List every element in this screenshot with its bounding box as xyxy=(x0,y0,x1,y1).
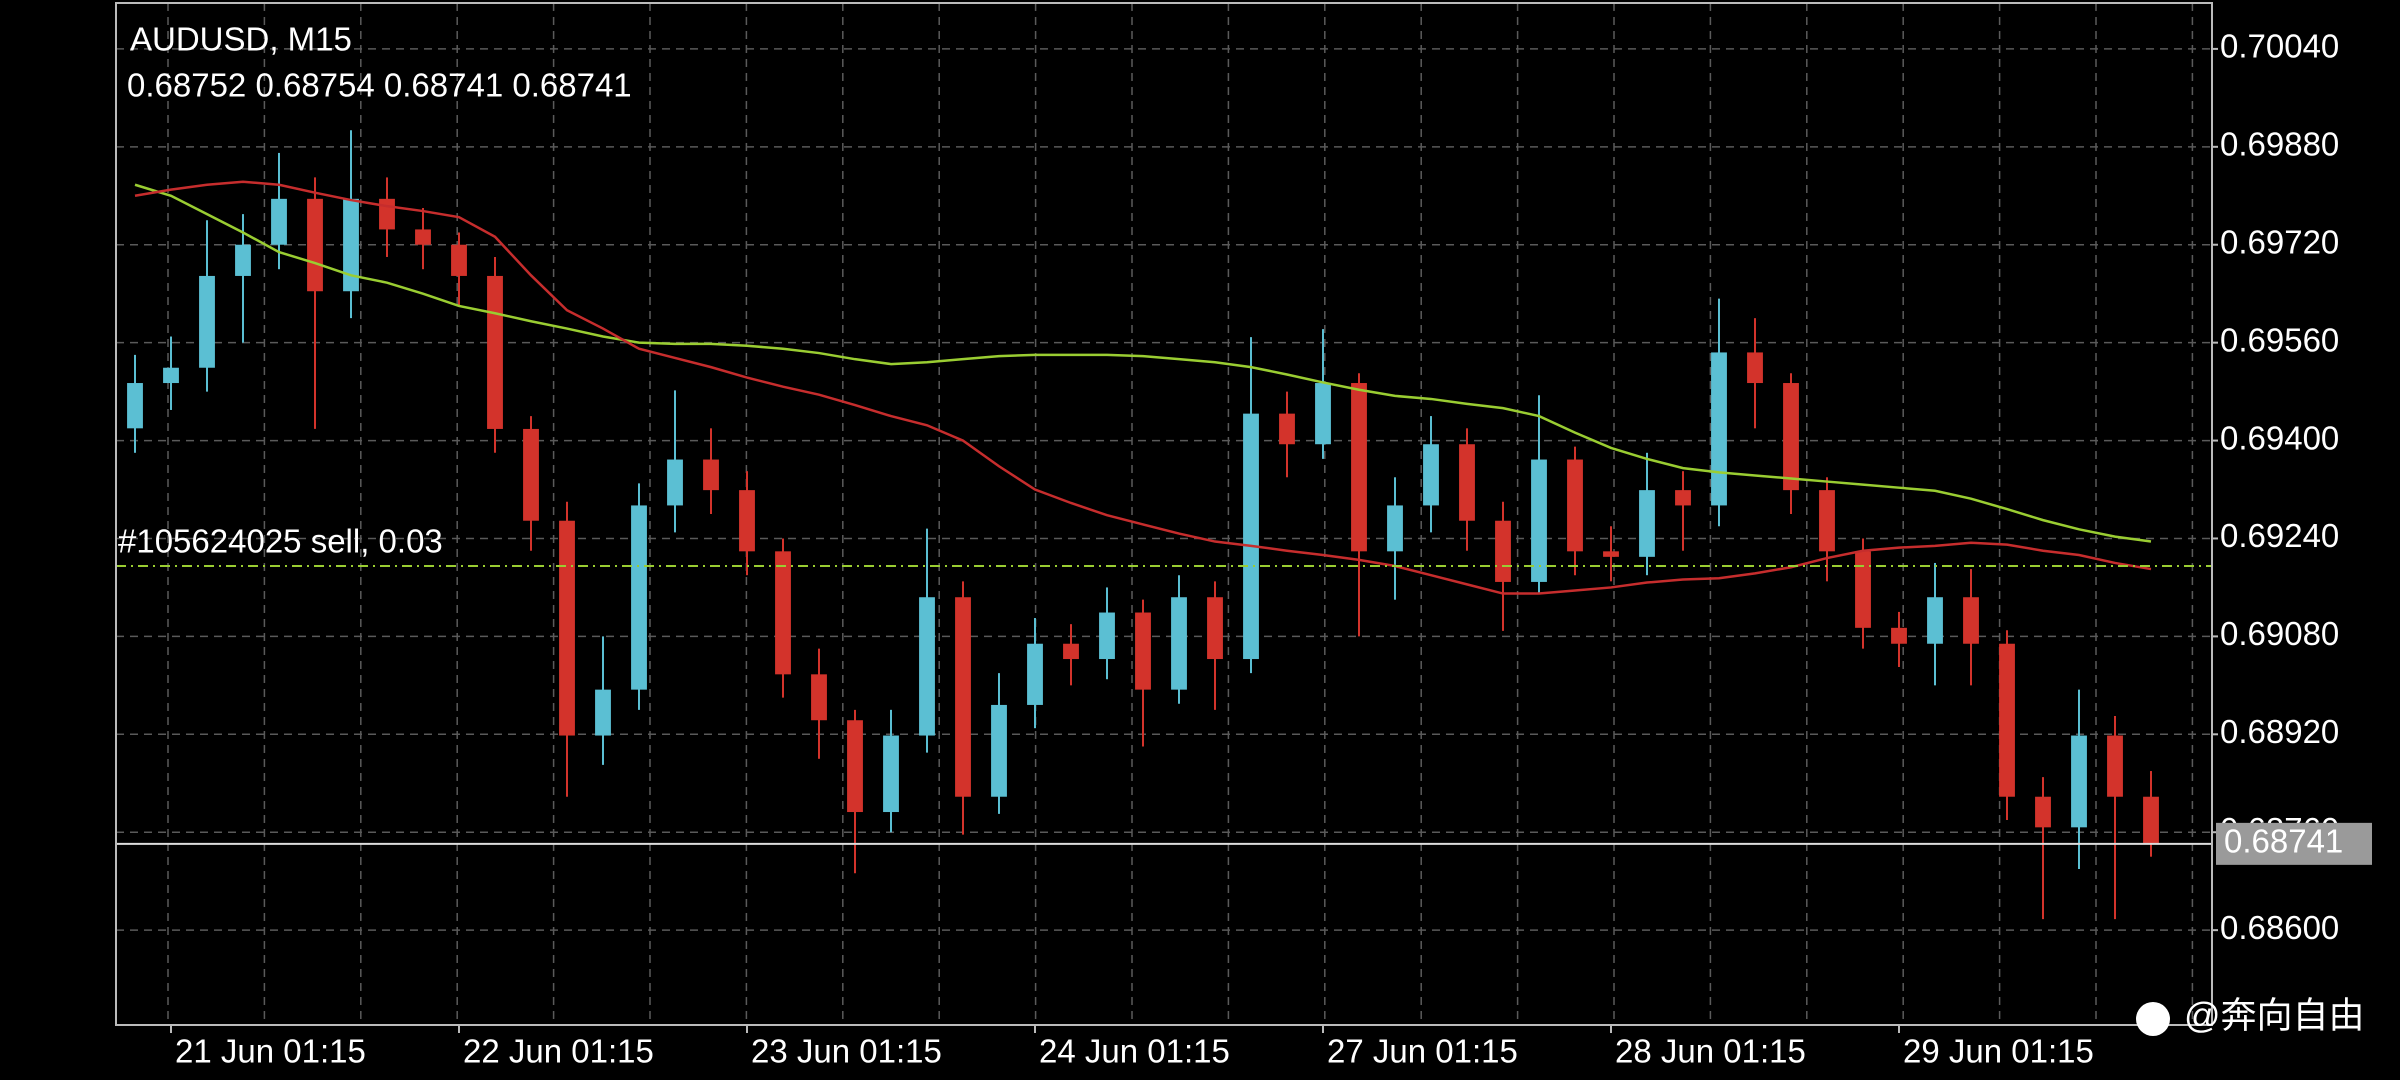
order-label: #105624025 sell, 0.03 xyxy=(118,523,443,560)
candle-body xyxy=(1639,490,1655,557)
candle-body xyxy=(235,244,251,276)
candle-body xyxy=(991,704,1007,797)
candle-body xyxy=(811,674,827,721)
candle-body xyxy=(1315,383,1331,445)
y-tick-label: 0.68600 xyxy=(2220,909,2339,946)
candle-body xyxy=(1963,597,1979,644)
candle-body xyxy=(2035,796,2051,828)
candle-body xyxy=(559,520,575,736)
candle-body xyxy=(2107,735,2123,797)
plot-marks xyxy=(116,130,2212,920)
candle-body xyxy=(595,689,611,736)
y-tick-label: 0.69880 xyxy=(2220,126,2339,163)
candle-body xyxy=(1099,612,1115,660)
watermark: @奔向自由 xyxy=(2136,995,2365,1036)
x-tick-label: 24 Jun 01:15 xyxy=(1039,1033,1230,1070)
candle-body xyxy=(1459,444,1475,521)
ma-line xyxy=(134,183,2152,543)
candle-body xyxy=(955,597,971,797)
last-price-box xyxy=(2216,822,2372,865)
candle-body xyxy=(1531,459,1547,582)
y-tick-label: 0.69720 xyxy=(2220,223,2339,260)
candle-body xyxy=(451,244,467,276)
x-tick-label: 29 Jun 01:15 xyxy=(1903,1033,2094,1070)
y-tick-label: 0.69240 xyxy=(2220,517,2339,554)
candle-body xyxy=(1891,627,1907,644)
x-tick-label: 21 Jun 01:15 xyxy=(175,1033,366,1070)
candle-body xyxy=(2143,796,2159,844)
candle-body xyxy=(163,367,179,384)
candle-body xyxy=(1603,551,1619,557)
candle-body xyxy=(379,198,395,230)
x-tick-label: 28 Jun 01:15 xyxy=(1615,1033,1806,1070)
watermark-icon xyxy=(2136,1002,2170,1036)
y-tick-label: 0.69400 xyxy=(2220,419,2339,456)
candle-body xyxy=(1171,597,1187,690)
candle-body xyxy=(667,459,683,506)
candle-body xyxy=(1351,383,1367,552)
candle-body xyxy=(1675,490,1691,506)
x-tick-label: 22 Jun 01:15 xyxy=(463,1033,654,1070)
candle-body xyxy=(739,490,755,552)
candle-body xyxy=(1819,490,1835,552)
candle-body xyxy=(199,275,215,368)
candle-body xyxy=(1279,413,1295,445)
y-tick-label: 0.69560 xyxy=(2220,321,2339,358)
chart-title: AUDUSD, M15 xyxy=(130,21,352,58)
candle-body xyxy=(1135,612,1151,690)
candle-body xyxy=(703,459,719,491)
candle-body xyxy=(1423,444,1439,506)
candle-body xyxy=(343,198,359,292)
candle-body xyxy=(307,198,323,292)
candle-body xyxy=(1567,459,1583,552)
plot-frame xyxy=(115,2,2213,1026)
candle-body xyxy=(2071,735,2087,828)
candle-body xyxy=(631,505,647,690)
candle-body xyxy=(1711,352,1727,506)
candle-body xyxy=(1387,505,1403,552)
candle-body xyxy=(919,597,935,736)
x-tick-label: 27 Jun 01:15 xyxy=(1327,1033,1518,1070)
grid xyxy=(116,3,2212,1025)
candle-body xyxy=(883,735,899,813)
candle-body xyxy=(271,198,287,245)
candle-body xyxy=(1855,551,1871,628)
candle-body xyxy=(1783,383,1799,491)
candle-body xyxy=(1243,413,1259,660)
y-tick-label: 0.70040 xyxy=(2220,28,2339,65)
candle-body xyxy=(487,275,503,429)
candle-body xyxy=(1927,597,1943,644)
y-tick-label: 0.69080 xyxy=(2220,615,2339,652)
candle-body xyxy=(847,720,863,813)
ma-line xyxy=(134,180,2152,595)
ohlc-info: 0.68752 0.68754 0.68741 0.68741 xyxy=(127,67,632,104)
candle-body xyxy=(127,383,143,429)
candle-body xyxy=(1999,643,2015,797)
candle-body xyxy=(415,229,431,245)
candle-body xyxy=(775,551,791,675)
last-price-label: 0.68741 xyxy=(2224,823,2343,860)
candle-body xyxy=(1495,520,1511,582)
y-tick-label: 0.68920 xyxy=(2220,713,2339,750)
candle-body xyxy=(523,428,539,521)
watermark-text: @奔向自由 xyxy=(2184,995,2365,1036)
candle-body xyxy=(1207,597,1223,660)
candle-body xyxy=(1063,643,1079,660)
candle-body xyxy=(1747,352,1763,384)
candle-body xyxy=(1027,643,1043,705)
x-tick-label: 23 Jun 01:15 xyxy=(751,1033,942,1070)
